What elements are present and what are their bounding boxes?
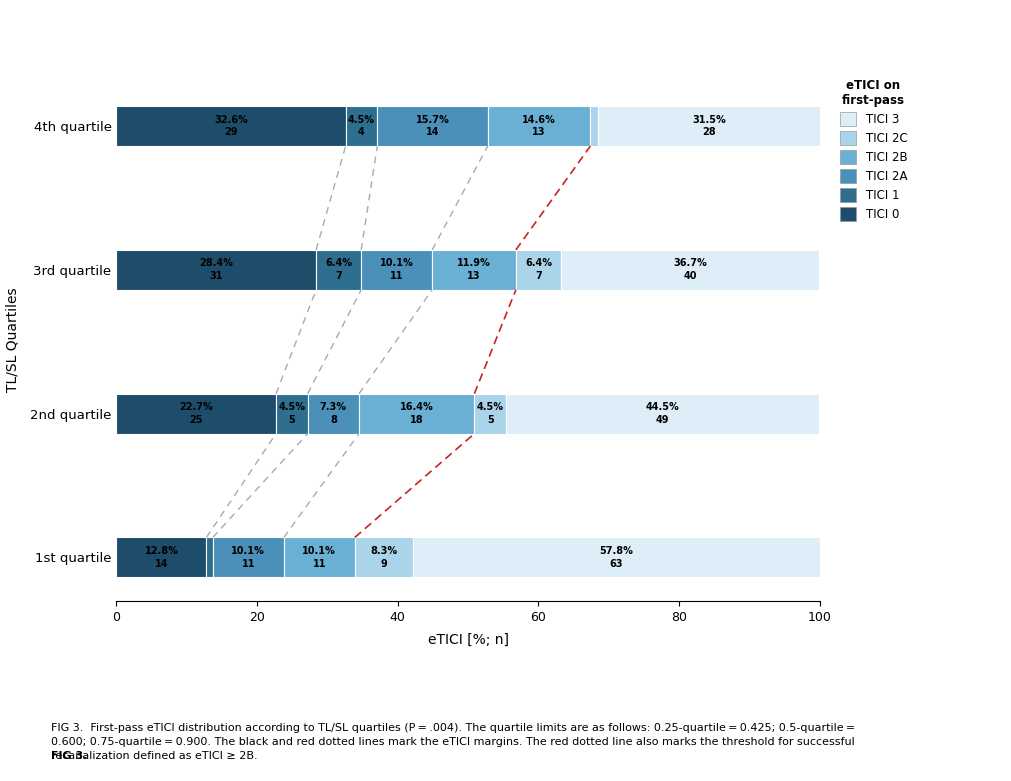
Bar (116, 250, 315, 290)
X-axis label: eTICI [%; n]: eTICI [%; n] (427, 633, 509, 647)
Text: 4.5%
5: 4.5% 5 (476, 402, 503, 425)
Bar (346, 106, 377, 146)
Bar (432, 250, 516, 290)
Text: 32.6%
29: 32.6% 29 (214, 115, 248, 137)
Bar (589, 106, 598, 146)
Text: 6.4%
7: 6.4% 7 (525, 259, 551, 281)
Bar (307, 394, 359, 433)
Text: 28.4%
31: 28.4% 31 (199, 259, 233, 281)
Bar (516, 250, 560, 290)
Text: FIG 3.  First-pass eTICI distribution according to TL/SL quartiles (P = .004). T: FIG 3. First-pass eTICI distribution acc… (51, 723, 854, 761)
Text: 36.7%
40: 36.7% 40 (672, 259, 706, 281)
Text: 10.1%
11: 10.1% 11 (302, 546, 336, 569)
Text: 14.6%
13: 14.6% 13 (522, 115, 555, 137)
Bar (598, 106, 819, 146)
Legend: TICI 3, TICI 2C, TICI 2B, TICI 2A, TICI 1, TICI 0: TICI 3, TICI 2C, TICI 2B, TICI 2A, TICI … (839, 79, 907, 221)
Text: 57.8%
63: 57.8% 63 (599, 546, 633, 569)
Bar (315, 250, 361, 290)
Text: FIG 3.: FIG 3. (51, 751, 87, 761)
Y-axis label: TL/SL Quartiles: TL/SL Quartiles (5, 287, 19, 392)
Text: 22.7%
25: 22.7% 25 (179, 402, 213, 425)
Text: 4.5%
5: 4.5% 5 (278, 402, 305, 425)
Text: 12.8%
14: 12.8% 14 (145, 546, 178, 569)
Bar (487, 106, 589, 146)
Bar (116, 394, 276, 433)
Bar (377, 106, 487, 146)
Bar (359, 394, 474, 433)
Text: 31.5%
28: 31.5% 28 (692, 115, 725, 137)
Text: 8.3%
9: 8.3% 9 (370, 546, 397, 569)
Bar (212, 537, 283, 577)
Bar (116, 537, 206, 577)
Bar (474, 394, 506, 433)
Bar (506, 394, 818, 433)
Bar (412, 537, 819, 577)
Bar (355, 537, 412, 577)
Text: 6.4%
7: 6.4% 7 (325, 259, 352, 281)
Bar (361, 250, 432, 290)
Text: 11.9%
13: 11.9% 13 (457, 259, 490, 281)
Text: 4.5%
4: 4.5% 4 (348, 115, 375, 137)
Text: 10.1%
11: 10.1% 11 (232, 546, 265, 569)
Bar (206, 537, 212, 577)
Text: 16.4%
18: 16.4% 18 (399, 402, 433, 425)
Text: 7.3%
8: 7.3% 8 (319, 402, 347, 425)
Text: 15.7%
14: 15.7% 14 (416, 115, 449, 137)
Text: 10.1%
11: 10.1% 11 (379, 259, 413, 281)
Bar (283, 537, 355, 577)
Text: 44.5%
49: 44.5% 49 (645, 402, 678, 425)
Bar (116, 106, 346, 146)
Bar (276, 394, 307, 433)
Bar (560, 250, 818, 290)
